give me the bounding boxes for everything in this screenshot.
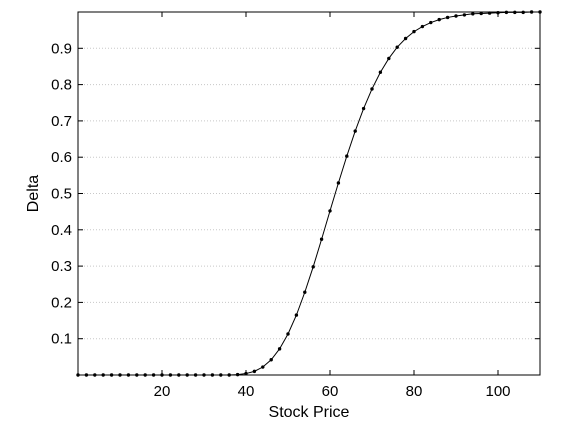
data-point bbox=[319, 237, 324, 241]
data-point bbox=[361, 106, 366, 111]
data-point bbox=[336, 181, 341, 185]
data-point bbox=[311, 265, 315, 269]
y-axis-label: Delta bbox=[25, 175, 42, 212]
data-point bbox=[471, 12, 475, 16]
y-tick-label: 0.7 bbox=[51, 113, 72, 130]
data-point bbox=[378, 70, 383, 74]
x-tick-label: 100 bbox=[485, 383, 510, 400]
data-point bbox=[445, 15, 450, 20]
data-point bbox=[294, 313, 299, 317]
data-point bbox=[277, 347, 282, 351]
data-point bbox=[252, 369, 257, 374]
y-tick-label: 0.2 bbox=[51, 294, 72, 311]
data-point bbox=[479, 11, 483, 16]
data-point bbox=[286, 332, 290, 336]
y-tick-label: 0.9 bbox=[51, 40, 72, 57]
data-point bbox=[353, 129, 357, 133]
data-point bbox=[303, 290, 307, 294]
data-point bbox=[454, 14, 458, 18]
y-tick-label: 0.6 bbox=[51, 149, 72, 166]
x-tick-label: 20 bbox=[154, 383, 171, 400]
data-point bbox=[437, 17, 441, 22]
y-tick-label: 0.1 bbox=[51, 331, 72, 348]
data-point bbox=[403, 36, 408, 41]
data-point bbox=[462, 13, 467, 17]
data-point bbox=[429, 20, 433, 25]
x-tick-label: 60 bbox=[322, 383, 339, 400]
y-tick-label: 0.8 bbox=[51, 77, 72, 94]
x-axis-label: Stock Price bbox=[269, 404, 350, 421]
grid-lines bbox=[78, 47, 540, 340]
data-point bbox=[269, 358, 273, 362]
data-point bbox=[328, 209, 332, 213]
x-tick-label: 40 bbox=[238, 383, 255, 400]
y-tick-label: 0.4 bbox=[51, 222, 72, 239]
data-point bbox=[345, 154, 349, 158]
x-tick-label: 80 bbox=[406, 383, 423, 400]
data-point bbox=[420, 24, 425, 29]
y-tick-label: 0.5 bbox=[51, 186, 72, 203]
data-point bbox=[370, 87, 374, 91]
data-point bbox=[395, 45, 399, 49]
data-point bbox=[261, 365, 265, 369]
y-tick-label: 0.3 bbox=[51, 258, 72, 275]
data-point bbox=[412, 29, 416, 34]
data-point bbox=[387, 56, 391, 61]
tick-layer: 0.1 0.2 0.3 0.4 0.5 0.6 0.7 0.8 0.9 20 40 60 80 100 bbox=[51, 12, 540, 400]
